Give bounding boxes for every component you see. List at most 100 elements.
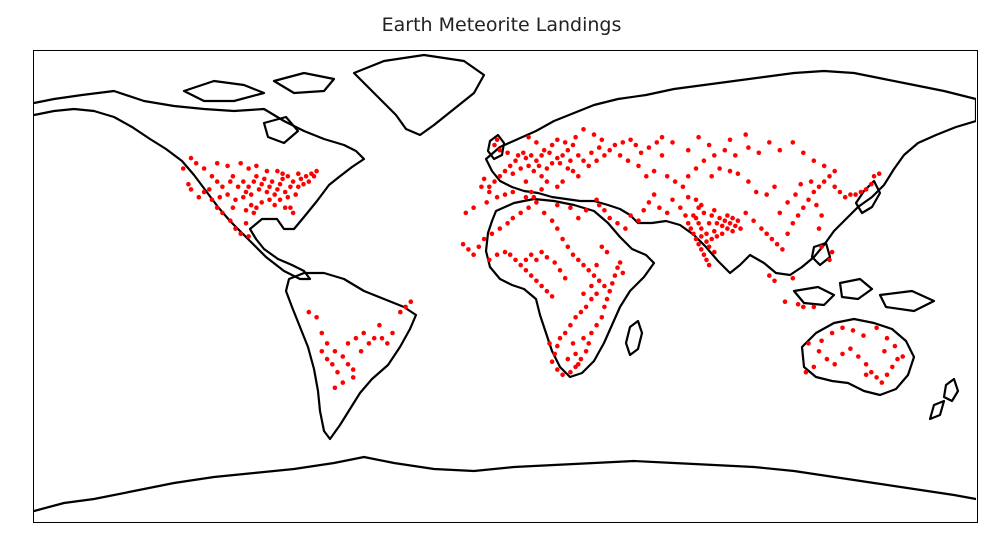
meteorite-point [560, 372, 565, 378]
meteorite-point [890, 364, 895, 370]
meteorite-point [589, 330, 594, 336]
meteorite-point [821, 163, 827, 169]
meteorite-point [583, 208, 589, 213]
meteorite-point [541, 210, 547, 216]
meteorite-point [282, 205, 288, 210]
meteorite-point [272, 192, 277, 197]
meteorite-point [764, 231, 769, 237]
meteorite-point [589, 150, 594, 156]
meteorite-point [290, 210, 296, 216]
meteorite-point [259, 181, 264, 187]
coastline-antarctica [34, 455, 976, 513]
meteorite-point [620, 140, 626, 145]
meteorite-point [727, 137, 733, 143]
meteorite-point [759, 226, 764, 231]
meteorite-point [324, 356, 330, 362]
meteorite-point [523, 194, 529, 200]
meteorite-point [693, 236, 699, 242]
meteorite-point [756, 150, 762, 156]
meteorite-point [863, 187, 869, 192]
meteorite-point [466, 247, 471, 252]
meteorite-point [523, 268, 529, 273]
meteorite-point [256, 187, 262, 192]
meteorite-point [733, 153, 738, 158]
meteorite-point [303, 174, 309, 179]
meteorite-point [709, 174, 714, 179]
meteorite-point [526, 134, 531, 140]
meteorite-point [371, 335, 377, 341]
meteorite-point [706, 244, 712, 250]
map-frame [33, 50, 978, 523]
meteorite-point [340, 354, 346, 359]
meteorite-point [536, 163, 542, 169]
meteorite-point [513, 158, 518, 163]
meteorite-point [670, 197, 675, 203]
coastline-arctic-islands [182, 71, 336, 145]
meteorite-point [743, 132, 748, 137]
meteorite-point [811, 364, 817, 370]
meteorite-point [672, 179, 678, 184]
meteorite-point [874, 325, 879, 331]
meteorite-point [840, 325, 845, 331]
meteorite-point [534, 200, 539, 205]
meteorite-point [301, 181, 306, 187]
coastline-north-america [34, 89, 366, 281]
meteorite-point [714, 234, 720, 239]
meteorite-point [330, 362, 335, 367]
meteorite-point [735, 218, 741, 223]
meteorite-point [534, 140, 539, 145]
meteorite-point [350, 367, 356, 372]
meteorite-point [664, 174, 670, 179]
meteorite-point [306, 309, 312, 315]
meteorite-point [555, 155, 560, 161]
meteorite-point [570, 168, 576, 174]
meteorite-point [264, 168, 270, 174]
meteorite-point [513, 257, 518, 263]
meteorite-point [602, 208, 607, 213]
meteorite-point [691, 213, 696, 218]
meteorite-point [772, 278, 777, 284]
meteorite-point [607, 215, 612, 221]
meteorite-point [214, 205, 220, 210]
meteorite-point [801, 205, 806, 210]
meteorite-point [487, 184, 492, 190]
meteorite-point [780, 247, 785, 252]
meteorite-point [248, 202, 254, 208]
meteorite-point [534, 158, 539, 163]
meteorite-point [596, 145, 602, 150]
meteorite-point [568, 158, 573, 163]
meteorite-point [492, 179, 497, 184]
meteorite-point [335, 369, 340, 375]
meteorite-point [565, 166, 571, 171]
meteorite-point [549, 294, 555, 299]
meteorite-point [476, 244, 482, 250]
meteorite-point [774, 241, 780, 247]
meteorite-point [829, 330, 835, 336]
meteorite-point [819, 338, 824, 344]
meteorite-point [552, 351, 557, 357]
meteorite-point [523, 257, 529, 263]
meteorite-point [607, 288, 612, 294]
meteorite-point [733, 223, 738, 229]
meteorite-point [573, 351, 578, 357]
meteorite-point [269, 179, 275, 184]
meteorite-point [403, 304, 408, 310]
meteorite-point [884, 335, 890, 341]
meteorite-point [811, 304, 817, 310]
meteorite-point [777, 210, 783, 216]
meteorite-point [795, 213, 801, 218]
meteorite-point [576, 153, 581, 158]
meteorite-point [701, 210, 707, 216]
coastline-madagascar [624, 319, 644, 357]
meteorite-point [549, 359, 555, 365]
meteorite-point [526, 163, 531, 169]
meteorite-point [220, 184, 225, 190]
meteorite-point [696, 134, 701, 140]
meteorite-point [767, 273, 772, 278]
meteorite-point [539, 174, 544, 179]
meteorite-point [816, 184, 822, 190]
meteorite-point [586, 163, 591, 169]
meteorite-point [557, 161, 563, 166]
meteorite-point [657, 205, 662, 210]
meteorite-point [625, 158, 631, 163]
